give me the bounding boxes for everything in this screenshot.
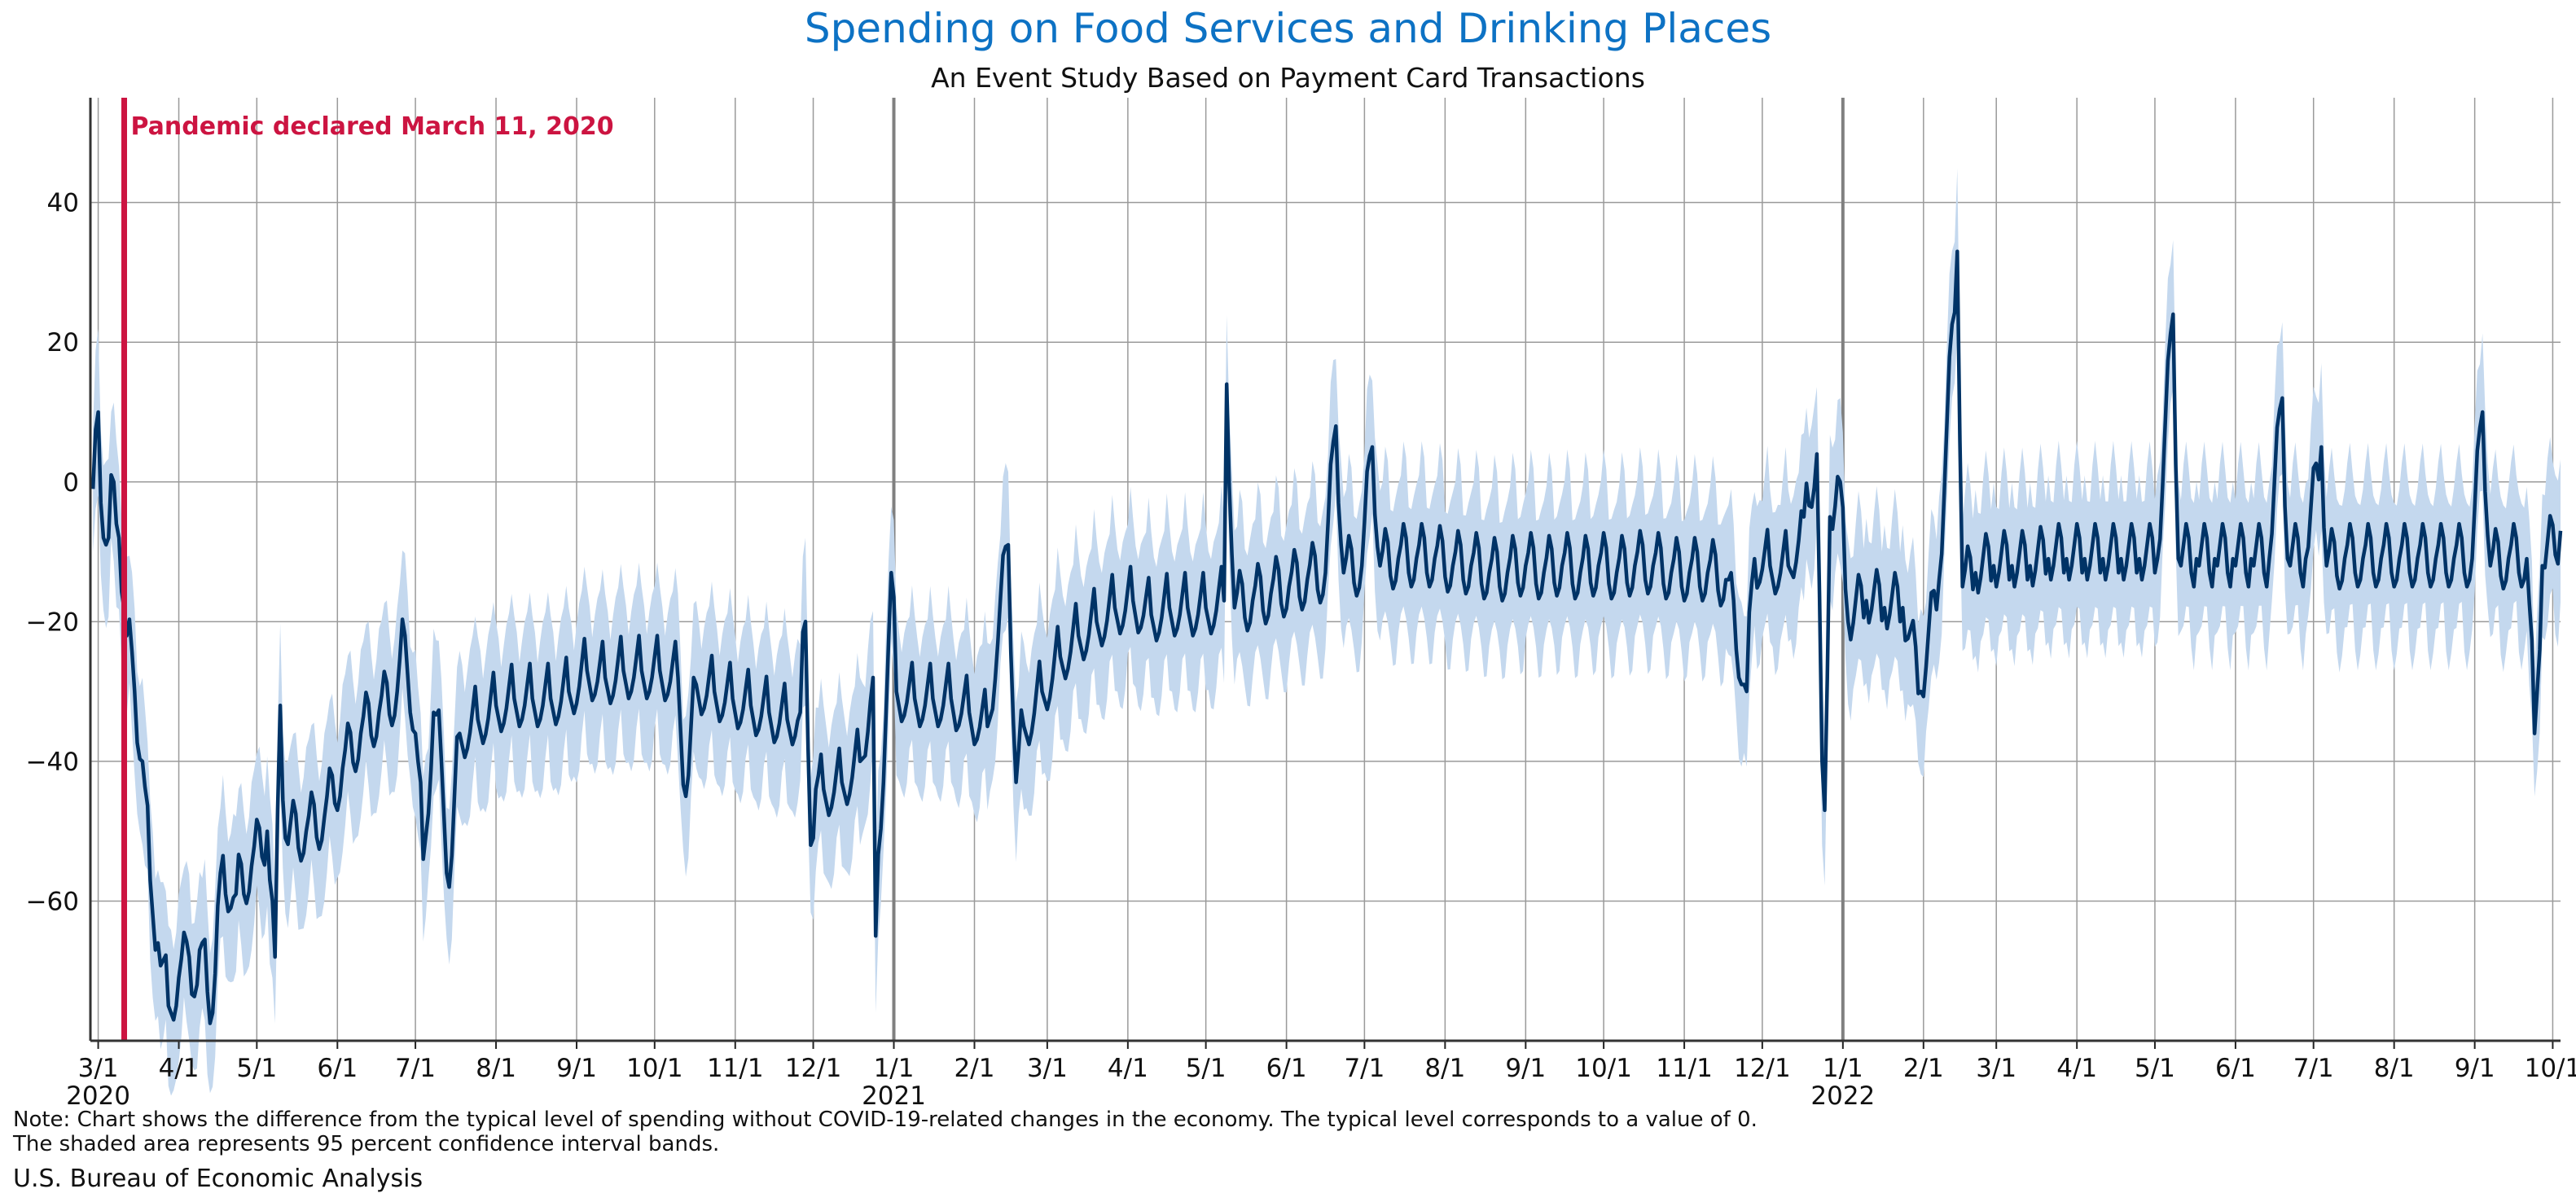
x-tick-label: 12/1 [785,1054,842,1083]
y-tick-label: −40 [26,748,79,777]
x-tick-label: 5/1 [2135,1054,2175,1083]
x-tick-label: 11/1 [1656,1054,1713,1083]
y-tick-label: −60 [26,887,79,916]
grid-lines [90,98,2561,1041]
series-line-layer [90,249,2563,1025]
chart-subtitle: An Event Study Based on Payment Card Tra… [931,62,1645,94]
pandemic-event-label: Pandemic declared March 11, 2020 [131,112,614,141]
y-tick-label: −20 [26,608,79,637]
x-year-label: 2020 [66,1081,130,1111]
x-tick-label: 6/1 [2215,1054,2256,1083]
x-tick-label: 3/1 [1976,1054,2016,1083]
x-tick-label: 9/1 [2455,1054,2495,1083]
chart-note-line-2: The shaded area represents 95 percent co… [13,1132,720,1156]
x-tick-label: 8/1 [476,1054,516,1083]
event-marker-layer: Pandemic declared March 11, 2020 [121,98,614,1041]
x-tick-label: 8/1 [2374,1054,2415,1083]
x-tick-label: 6/1 [1266,1054,1307,1083]
confidence-band-layer [93,168,2561,1096]
x-tick-label: 3/1 [1027,1054,1068,1083]
confidence-band [93,168,2561,1096]
x-tick-label: 1/1 [1823,1054,1863,1083]
x-tick-label: 5/1 [1186,1054,1227,1083]
x-tick-label: 10/1 [2525,1054,2576,1083]
x-tick-label: 10/1 [626,1054,683,1083]
x-tick-label: 4/1 [2056,1054,2097,1083]
x-tick-label: 2/1 [954,1054,995,1083]
series-line [90,249,2563,1025]
x-tick-label: 12/1 [1734,1054,1791,1083]
x-tick-label: 7/1 [2293,1054,2334,1083]
x-tick-label: 5/1 [236,1054,277,1083]
x-tick-label: 8/1 [1424,1054,1465,1083]
x-tick-label: 2/1 [1903,1054,1944,1083]
x-tick-label: 6/1 [317,1054,358,1083]
x-tick-label: 9/1 [556,1054,597,1083]
x-tick-label: 11/1 [707,1054,764,1083]
x-tick-label: 10/1 [1575,1054,1632,1083]
x-tick-label: 4/1 [159,1054,200,1083]
x-tick-label: 3/1 [78,1054,119,1083]
chart-source: U.S. Bureau of Economic Analysis [13,1165,423,1193]
chart-note-line-1: Note: Chart shows the difference from th… [13,1108,1758,1132]
tick-labels: −60 −40 −20 0 20 40 3/1 4/1 5/1 6/1 7/1 8/1 9/1 10/1 1… [26,189,2576,1111]
x-tick-label: 4/1 [1108,1054,1148,1083]
x-tick-label: 1/1 [874,1054,915,1083]
x-year-label: 2022 [1810,1081,1875,1111]
x-tick-label: 7/1 [1344,1054,1385,1083]
y-tick-label: 0 [63,468,79,498]
axes [89,98,2561,1049]
x-tick-label: 7/1 [395,1054,436,1083]
y-tick-label: 20 [47,328,79,358]
y-tick-label: 40 [47,189,79,218]
x-year-label: 2021 [862,1081,926,1111]
chart-title: Spending on Food Services and Drinking P… [804,5,1772,52]
x-tick-label: 9/1 [1505,1054,1546,1083]
